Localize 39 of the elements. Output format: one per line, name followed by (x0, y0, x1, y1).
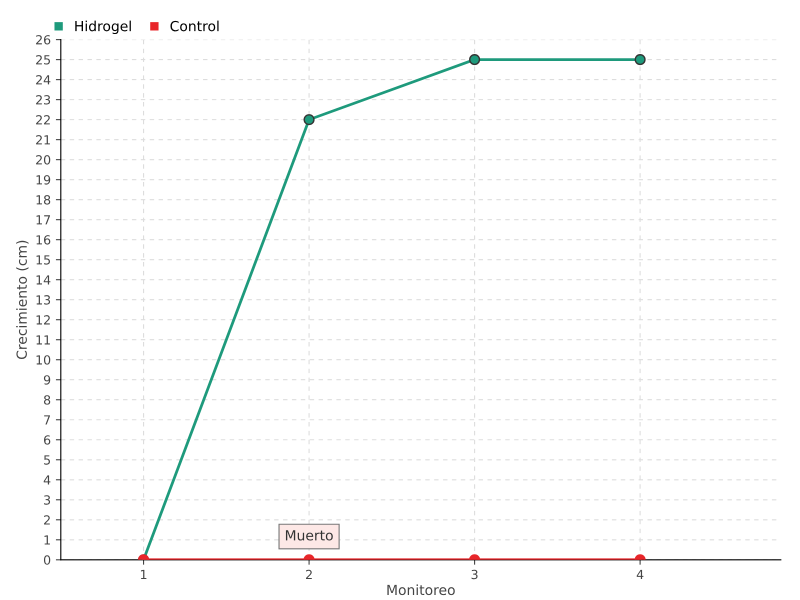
y-tick-label: 24 (36, 75, 50, 84)
y-tick-label: 7 (44, 415, 50, 424)
y-tick-label: 12 (36, 315, 50, 324)
y-tick-label: 18 (36, 195, 50, 205)
y-tick-label: 11 (36, 335, 50, 344)
y-tick-label: 1 (44, 535, 50, 545)
x-tick-label: 4 (636, 570, 644, 580)
y-tick-label: 20 (36, 155, 50, 165)
x-tick-label: 1 (140, 570, 146, 580)
y-tick-label: 9 (44, 375, 50, 385)
y-tick-label: 25 (36, 55, 50, 65)
point (634, 54, 646, 66)
y-tick-label: 15 (36, 255, 50, 265)
x-axis-title: Monitoreo (387, 584, 455, 596)
x-tick-label: 3 (472, 570, 478, 580)
annotation: Muerto (286, 530, 333, 541)
x-tick-label: 2 (306, 570, 312, 580)
legend-label: Control (170, 20, 219, 32)
y-tick-label: 21 (36, 135, 50, 144)
y-tick-label: 0 (44, 555, 50, 565)
y-tick-label: 14 (36, 275, 50, 284)
y-tick-label: 5 (44, 455, 50, 465)
y-tick-label: 16 (36, 235, 50, 245)
y-tick-label: 26 (36, 35, 50, 45)
y-tick-label: 19 (36, 175, 50, 185)
legend-label: Hidrogel (75, 20, 131, 34)
y-tick-label: 4 (44, 475, 50, 485)
y-tick-label: 2 (44, 515, 50, 525)
y-axis-title: Crecimiento (cm) (16, 240, 29, 360)
point (469, 54, 480, 66)
y-tick-label: 13 (36, 295, 50, 305)
y-tick-label: 23 (36, 95, 50, 105)
y-tick-label: 10 (36, 355, 50, 365)
y-tick-label: 17 (36, 215, 50, 224)
point (304, 114, 315, 126)
y-tick-label: 6 (44, 435, 50, 445)
y-tick-label: 22 (36, 115, 50, 124)
y-tick-label: 3 (44, 495, 50, 505)
y-tick-label: 8 (44, 395, 50, 405)
